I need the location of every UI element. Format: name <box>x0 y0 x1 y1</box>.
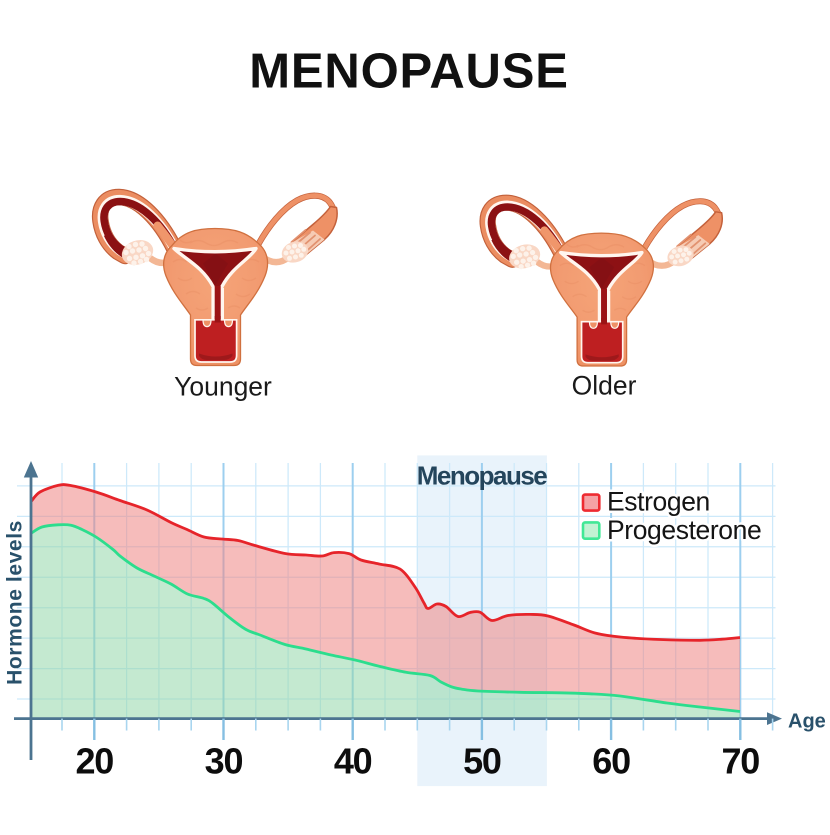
svg-text:20: 20 <box>75 741 113 782</box>
svg-text:60: 60 <box>592 741 630 782</box>
svg-text:Younger: Younger <box>174 371 272 401</box>
svg-text:Estrogen: Estrogen <box>607 487 710 517</box>
svg-text:50: 50 <box>463 741 501 782</box>
svg-text:30: 30 <box>205 741 243 782</box>
svg-text:Menopause: Menopause <box>417 461 548 491</box>
svg-text:Hormone levels: Hormone levels <box>4 520 27 685</box>
svg-text:Progesterone: Progesterone <box>607 515 761 545</box>
svg-text:40: 40 <box>334 741 372 782</box>
svg-text:MENOPAUSE: MENOPAUSE <box>249 45 568 99</box>
svg-text:70: 70 <box>721 741 759 782</box>
svg-text:Older: Older <box>572 371 637 401</box>
svg-text:Age: Age <box>788 711 826 733</box>
